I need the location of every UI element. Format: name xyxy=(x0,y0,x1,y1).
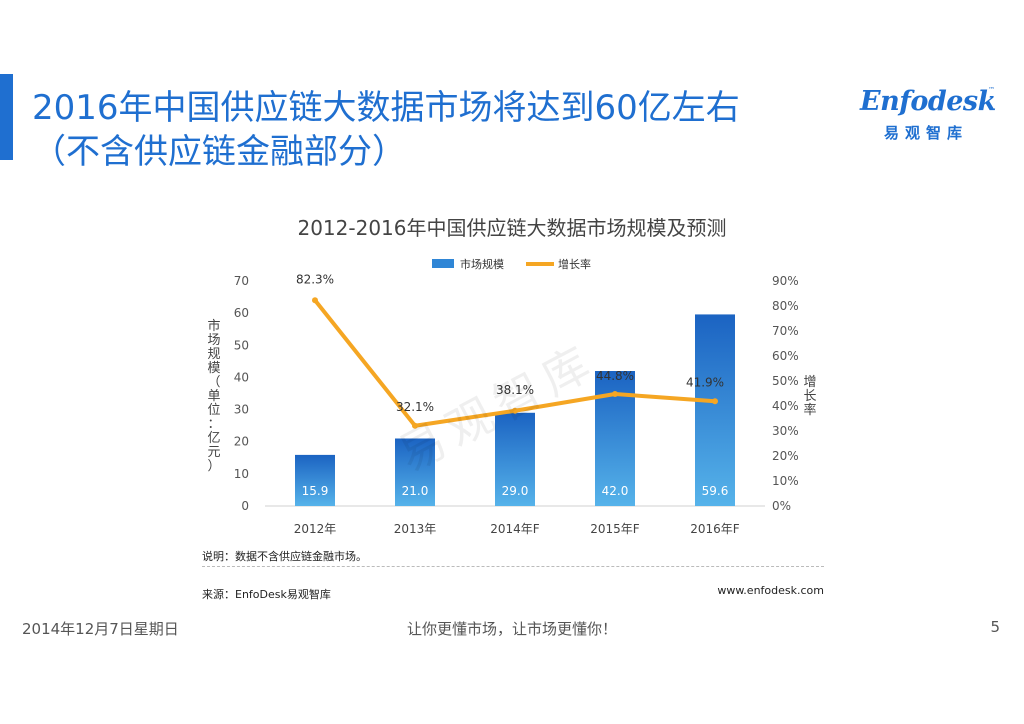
bar-value-label: 59.6 xyxy=(702,484,729,498)
y-axis-title: 市场规模（单位：亿元） xyxy=(207,318,220,474)
axis-title-char: 模 xyxy=(207,361,220,376)
axis-title-char: 单 xyxy=(207,389,220,404)
growth-rate-point xyxy=(312,297,318,304)
axis-title-char: 增 xyxy=(803,375,816,390)
chart-source: 来源：EnfoDesk易观智库 xyxy=(202,588,331,601)
y-tick-label: 50 xyxy=(234,338,249,352)
bar xyxy=(495,412,535,506)
y2-tick-label: 90% xyxy=(772,274,799,288)
growth-rate-label: 82.3% xyxy=(296,272,334,286)
y-tick-label: 30 xyxy=(234,403,249,417)
axis-title-char: ） xyxy=(207,459,220,474)
x-tick-label: 2015年F xyxy=(590,522,640,536)
axis-title-char: 率 xyxy=(803,402,816,418)
website-link[interactable]: www.enfodesk.com xyxy=(717,584,824,597)
y2-tick-label: 50% xyxy=(772,374,799,388)
y-tick-label: 10 xyxy=(234,467,249,481)
legend-bar-label: 市场规模 xyxy=(460,257,504,271)
growth-rate-label: 38.1% xyxy=(496,383,534,397)
footer-date: 2014年12月7日星期日 xyxy=(22,620,179,638)
bar xyxy=(695,314,735,506)
logo-wordmark: Enfodesk xyxy=(860,86,996,117)
x-tick-label: 2014年F xyxy=(490,522,540,536)
bar xyxy=(395,438,435,506)
growth-rate-label: 32.1% xyxy=(396,400,434,414)
y2-tick-label: 40% xyxy=(772,399,799,413)
axis-title-char: 场 xyxy=(207,333,220,348)
axis-title-char: （ xyxy=(207,375,220,390)
y-tick-label: 0 xyxy=(241,499,249,513)
bar-value-label: 15.9 xyxy=(302,484,329,498)
x-tick-label: 2013年 xyxy=(394,522,437,536)
bar-value-label: 29.0 xyxy=(502,484,529,498)
y2-tick-label: 80% xyxy=(772,299,799,313)
logo-trademark: ™ xyxy=(988,86,995,94)
y2-tick-label: 70% xyxy=(772,324,799,338)
y2-tick-label: 60% xyxy=(772,349,799,363)
y-tick-label: 70 xyxy=(234,274,249,288)
y-tick-label: 20 xyxy=(234,435,249,449)
chart-title: 2012-2016年中国供应链大数据市场规模及预测 xyxy=(297,216,727,240)
chart-note: 说明：数据不含供应链金融市场。 xyxy=(202,550,367,563)
y2-tick-label: 10% xyxy=(772,474,799,488)
title-accent-bar xyxy=(0,74,13,160)
y2-tick-label: 20% xyxy=(772,449,799,463)
legend-bar-swatch xyxy=(432,259,454,268)
axis-title-char: 市 xyxy=(207,318,220,334)
x-tick-label: 2016年F xyxy=(690,522,740,536)
slide-title: 2016年中国供应链大数据市场将达到60亿左右 （不含供应链金融部分） xyxy=(32,86,740,174)
axis-title-char: ： xyxy=(207,417,220,432)
y-tick-label: 40 xyxy=(234,370,249,384)
bar-value-label: 21.0 xyxy=(402,484,429,498)
growth-rate-point xyxy=(712,398,718,405)
slide-title-line-2: （不含供应链金融部分） xyxy=(32,132,406,172)
y2-axis-title: 增长率 xyxy=(803,375,816,418)
x-tick-label: 2012年 xyxy=(294,522,337,536)
y-tick-label: 60 xyxy=(234,306,249,320)
growth-rate-label: 44.8% xyxy=(596,369,634,383)
axis-title-char: 长 xyxy=(803,389,816,404)
growth-rate-point xyxy=(612,391,618,397)
note-divider xyxy=(202,566,824,567)
growth-rate-label: 41.9% xyxy=(686,375,724,389)
y2-tick-label: 0% xyxy=(772,499,791,513)
axis-title-char: 元 xyxy=(207,445,220,460)
enfodesk-logo: Enfodesk ™ 易观智库 xyxy=(860,86,1000,146)
bar xyxy=(295,454,335,506)
footer-slogan: 让你更懂市场，让市场更懂你！ xyxy=(406,620,617,638)
axis-title-char: 亿 xyxy=(207,431,220,446)
slide-title-line-1: 2016年中国供应链大数据市场将达到60亿左右 xyxy=(32,88,740,128)
growth-rate-point xyxy=(512,407,518,414)
y2-tick-label: 30% xyxy=(772,424,799,438)
growth-rate-point xyxy=(412,422,418,429)
logo-chinese-name: 易观智库 xyxy=(884,124,969,142)
legend-line-label: 增长率 xyxy=(558,257,591,271)
page-number: 5 xyxy=(990,618,1000,636)
axis-title-char: 位 xyxy=(207,403,220,418)
axis-title-char: 规 xyxy=(207,347,220,362)
bar-value-label: 42.0 xyxy=(602,484,629,498)
